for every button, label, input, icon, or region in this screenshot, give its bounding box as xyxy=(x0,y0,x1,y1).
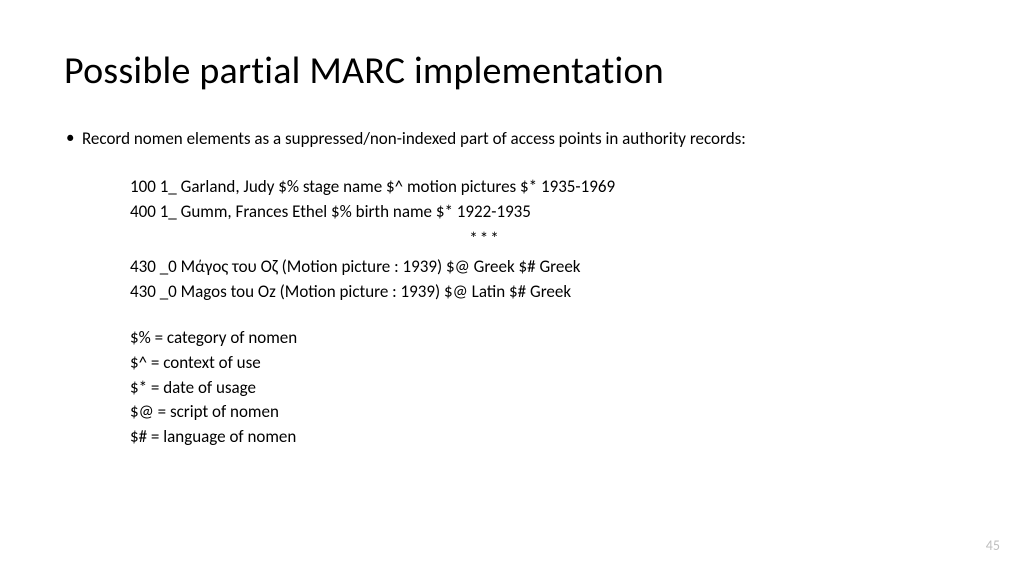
record-block: 100 1_ Garland, Judy $% stage name $^ mo… xyxy=(64,175,960,449)
record-divider: *** xyxy=(130,227,960,252)
marc-record-line: 430 _0 Μάγος του Οζ (Motion picture : 19… xyxy=(130,255,960,280)
legend-line: $@ = script of nomen xyxy=(130,400,960,425)
slide-title: Possible partial MARC implementation xyxy=(64,48,960,94)
legend-line: $^ = context of use xyxy=(130,351,960,376)
bullet-text: Record nomen elements as a suppressed/no… xyxy=(82,128,960,149)
legend-block: $% = category of nomen $^ = context of u… xyxy=(130,326,960,449)
slide: Possible partial MARC implementation • R… xyxy=(0,0,1024,576)
marc-record-line: 100 1_ Garland, Judy $% stage name $^ mo… xyxy=(130,175,960,200)
bullet-item: • Record nomen elements as a suppressed/… xyxy=(64,128,960,149)
legend-line: $* = date of usage xyxy=(130,376,960,401)
bullet-marker: • xyxy=(64,128,82,148)
marc-record-line: 400 1_ Gumm, Frances Ethel $% birth name… xyxy=(130,200,960,225)
marc-record-line: 430 _0 Magos tou Oz (Motion picture : 19… xyxy=(130,280,960,305)
legend-line: $# = language of nomen xyxy=(130,425,960,450)
page-number: 45 xyxy=(986,537,1000,554)
legend-line: $% = category of nomen xyxy=(130,326,960,351)
